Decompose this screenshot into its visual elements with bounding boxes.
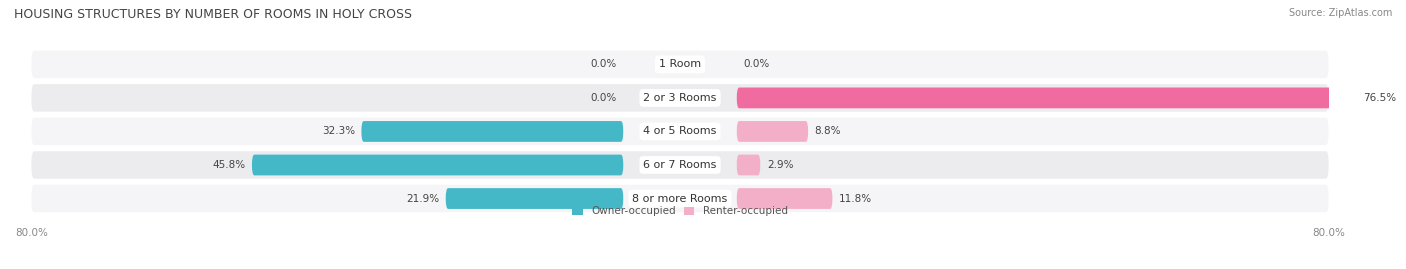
FancyBboxPatch shape [252, 155, 623, 175]
Text: 4 or 5 Rooms: 4 or 5 Rooms [644, 126, 717, 136]
Text: HOUSING STRUCTURES BY NUMBER OF ROOMS IN HOLY CROSS: HOUSING STRUCTURES BY NUMBER OF ROOMS IN… [14, 8, 412, 21]
Text: 0.0%: 0.0% [744, 59, 769, 69]
Text: 0.0%: 0.0% [591, 59, 617, 69]
FancyBboxPatch shape [361, 121, 623, 142]
Text: 76.5%: 76.5% [1364, 93, 1396, 103]
FancyBboxPatch shape [31, 84, 1329, 112]
Legend: Owner-occupied, Renter-occupied: Owner-occupied, Renter-occupied [568, 202, 792, 220]
Text: 21.9%: 21.9% [406, 193, 439, 204]
FancyBboxPatch shape [737, 87, 1357, 108]
Text: Source: ZipAtlas.com: Source: ZipAtlas.com [1288, 8, 1392, 18]
Text: 1 Room: 1 Room [659, 59, 702, 69]
FancyBboxPatch shape [31, 185, 1329, 212]
FancyBboxPatch shape [737, 188, 832, 209]
Text: 45.8%: 45.8% [212, 160, 246, 170]
FancyBboxPatch shape [446, 188, 623, 209]
Text: 8 or more Rooms: 8 or more Rooms [633, 193, 728, 204]
FancyBboxPatch shape [31, 151, 1329, 179]
Text: 32.3%: 32.3% [322, 126, 354, 136]
FancyBboxPatch shape [737, 155, 761, 175]
FancyBboxPatch shape [31, 118, 1329, 145]
Text: 6 or 7 Rooms: 6 or 7 Rooms [644, 160, 717, 170]
Text: 8.8%: 8.8% [814, 126, 841, 136]
FancyBboxPatch shape [737, 121, 808, 142]
Text: 2.9%: 2.9% [766, 160, 793, 170]
Text: 11.8%: 11.8% [839, 193, 872, 204]
Text: 0.0%: 0.0% [591, 93, 617, 103]
Text: 2 or 3 Rooms: 2 or 3 Rooms [644, 93, 717, 103]
FancyBboxPatch shape [31, 51, 1329, 78]
